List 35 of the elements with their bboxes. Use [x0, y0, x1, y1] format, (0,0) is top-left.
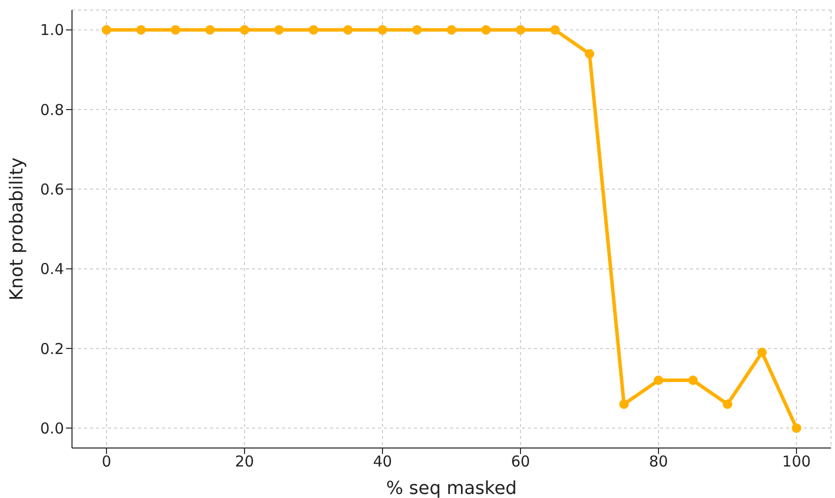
point — [619, 399, 629, 409]
point — [688, 376, 698, 386]
x-tick-label: 20 — [234, 452, 254, 471]
point — [481, 25, 491, 35]
point — [446, 25, 456, 35]
x-tick-label: 40 — [372, 452, 392, 471]
point — [550, 25, 560, 35]
point — [170, 25, 180, 35]
point — [757, 348, 767, 358]
x-tick-label: 80 — [648, 452, 668, 471]
y-tick-label: 0.2 — [40, 340, 64, 358]
x-tick-label: 60 — [510, 452, 530, 471]
point — [205, 25, 215, 35]
point — [654, 376, 664, 386]
point — [792, 423, 802, 433]
point — [412, 25, 422, 35]
y-tick-label: 0.0 — [40, 419, 64, 438]
x-tick-label: 100 — [782, 452, 811, 471]
y-tick-label: 1.0 — [40, 21, 64, 40]
x-tick-label: 0 — [102, 452, 112, 471]
y-tick-label: 0.8 — [40, 100, 64, 119]
y-axis-title: Knot probability — [6, 157, 28, 301]
point — [378, 25, 388, 35]
point — [308, 25, 318, 35]
point — [240, 25, 250, 35]
y-tick-label: 0.4 — [40, 260, 64, 278]
point — [102, 25, 112, 35]
point — [274, 25, 284, 35]
x-axis-title: % seq masked — [386, 478, 517, 498]
point — [343, 25, 353, 35]
point — [722, 399, 732, 409]
y-tick-label: 0.6 — [40, 180, 64, 199]
point — [584, 49, 594, 59]
point — [136, 25, 146, 35]
point — [516, 25, 526, 35]
